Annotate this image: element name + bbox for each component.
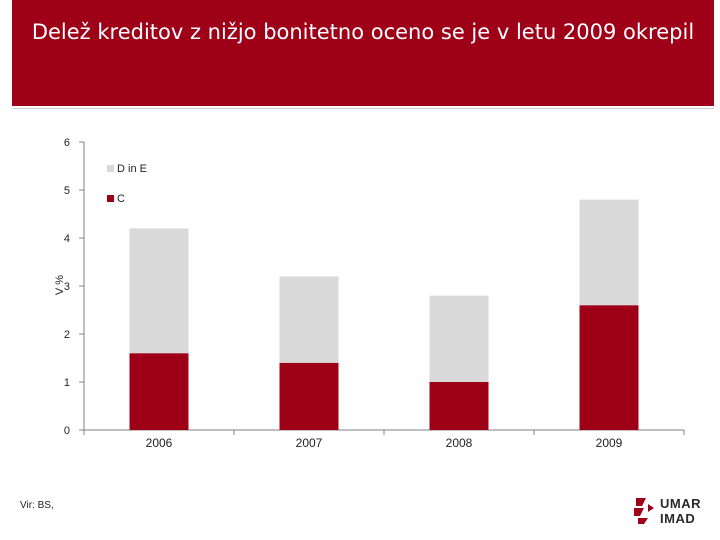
- title-band: [12, 0, 714, 106]
- y-tick-label-1: 1: [64, 377, 70, 389]
- source-note: Vir: BS,: [20, 500, 54, 511]
- y-tick-label-2: 2: [64, 329, 70, 341]
- title-divider: [12, 108, 714, 109]
- legend-swatch-d-in-e: [107, 165, 114, 172]
- y-tick-label-0: 0: [64, 425, 70, 437]
- x-tick-label-2009: 2009: [596, 436, 623, 450]
- logo-line-2: IMAD: [660, 511, 696, 526]
- umar-imad-logo-icon: [634, 498, 654, 524]
- logo-line-1: UMAR: [660, 496, 701, 511]
- bar-d-in-e-2008: [429, 295, 489, 382]
- x-tick-label-2007: 2007: [296, 436, 323, 450]
- y-tick-label-5: 5: [64, 185, 70, 197]
- bar-d-in-e-2007: [279, 276, 339, 363]
- y-tick-label-6: 6: [64, 137, 70, 149]
- bar-c-2006: [129, 353, 189, 430]
- slide-title: Delež kreditov z nižjo bonitetno oceno s…: [31, 20, 695, 44]
- bar-d-in-e-2009: [579, 199, 639, 306]
- y-axis-label: V %: [54, 275, 66, 295]
- legend-label-d-in-e: D in E: [117, 163, 147, 175]
- bar-c-2007: [279, 362, 339, 430]
- x-tick-label-2006: 2006: [146, 436, 173, 450]
- bar-c-2008: [429, 382, 489, 430]
- x-tick-label-2008: 2008: [446, 436, 473, 450]
- y-tick-label-3: 3: [64, 281, 70, 293]
- y-tick-label-4: 4: [64, 233, 70, 245]
- legend-label-c: C: [117, 193, 125, 205]
- legend-swatch-c: [107, 195, 114, 202]
- bar-d-in-e-2006: [129, 228, 189, 354]
- bar-c-2009: [579, 305, 639, 430]
